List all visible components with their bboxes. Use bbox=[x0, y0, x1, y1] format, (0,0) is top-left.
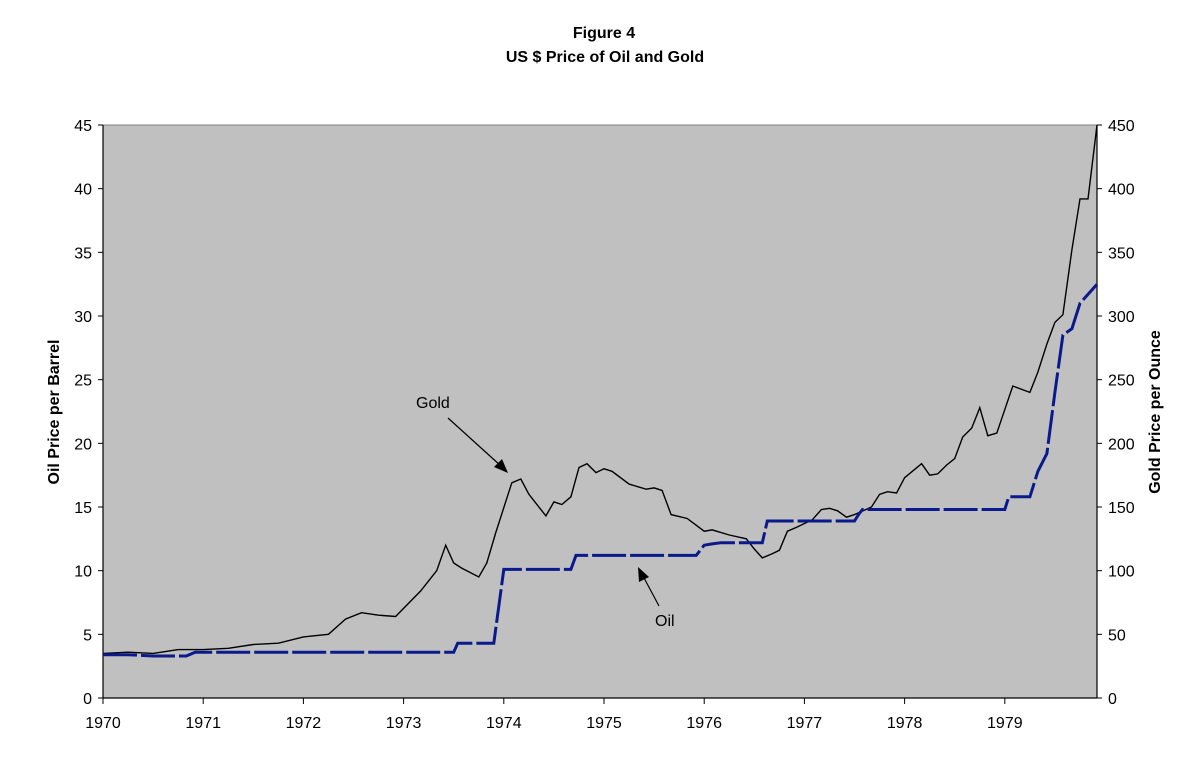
x-tick-label: 1975 bbox=[586, 715, 622, 732]
x-tick-label: 1972 bbox=[286, 715, 322, 732]
left-tick-label: 40 bbox=[74, 182, 92, 199]
left-tick-label: 45 bbox=[74, 118, 92, 135]
right-tick-label: 350 bbox=[1108, 245, 1135, 262]
right-tick-label: 250 bbox=[1108, 373, 1135, 390]
left-axis-ticks: 0 5 10 15 20 25 30 35 40 45 bbox=[74, 118, 103, 708]
right-tick-label: 400 bbox=[1108, 182, 1135, 199]
right-tick-label: 100 bbox=[1108, 564, 1135, 581]
right-tick-label: 200 bbox=[1108, 436, 1135, 453]
left-tick-label: 20 bbox=[74, 436, 92, 453]
left-axis-label: Oil Price per Barrel bbox=[46, 340, 63, 485]
x-tick-label: 1974 bbox=[486, 715, 522, 732]
oil-arrowhead-icon bbox=[638, 567, 649, 582]
x-tick-label: 1970 bbox=[85, 715, 121, 732]
left-tick-label: 15 bbox=[74, 500, 92, 517]
left-tick-label: 35 bbox=[74, 245, 92, 262]
right-tick-label: 300 bbox=[1108, 309, 1135, 326]
right-axis-ticks: 0 50 100 150 200 250 300 350 400 450 bbox=[1097, 118, 1135, 708]
x-tick-label: 1976 bbox=[686, 715, 722, 732]
x-tick-label: 1973 bbox=[386, 715, 422, 732]
right-tick-label: 150 bbox=[1108, 500, 1135, 517]
x-tick-label: 1979 bbox=[987, 715, 1023, 732]
gold-annotation-label: Gold bbox=[416, 395, 450, 412]
gold-series-line bbox=[102, 124, 1098, 655]
oil-series-line bbox=[103, 283, 1099, 658]
plot-area bbox=[102, 124, 1098, 699]
right-tick-label: 0 bbox=[1108, 691, 1117, 708]
x-tick-label: 1977 bbox=[787, 715, 823, 732]
figure-label: Figure 4 bbox=[573, 25, 635, 42]
chart-title: US $ Price of Oil and Gold bbox=[506, 49, 704, 66]
oil-annotation-arrow bbox=[642, 575, 660, 607]
right-tick-label: 50 bbox=[1108, 627, 1126, 644]
left-tick-label: 0 bbox=[83, 691, 92, 708]
left-tick-label: 30 bbox=[74, 309, 92, 326]
left-tick-label: 5 bbox=[83, 627, 92, 644]
x-tick-label: 1971 bbox=[185, 715, 221, 732]
left-tick-label: 10 bbox=[74, 564, 92, 581]
gold-annotation-arrow bbox=[447, 417, 502, 467]
x-axis-ticks: 1970 1971 1972 1973 1974 1975 1976 1977 1978 1979 bbox=[85, 698, 1023, 732]
right-axis-label: Gold Price per Ounce bbox=[1147, 330, 1164, 494]
gold-arrowhead-icon bbox=[494, 459, 508, 473]
left-tick-label: 25 bbox=[74, 373, 92, 390]
oil-annotation-label: Oil bbox=[655, 613, 675, 630]
right-tick-label: 450 bbox=[1108, 118, 1135, 135]
x-tick-label: 1978 bbox=[887, 715, 923, 732]
